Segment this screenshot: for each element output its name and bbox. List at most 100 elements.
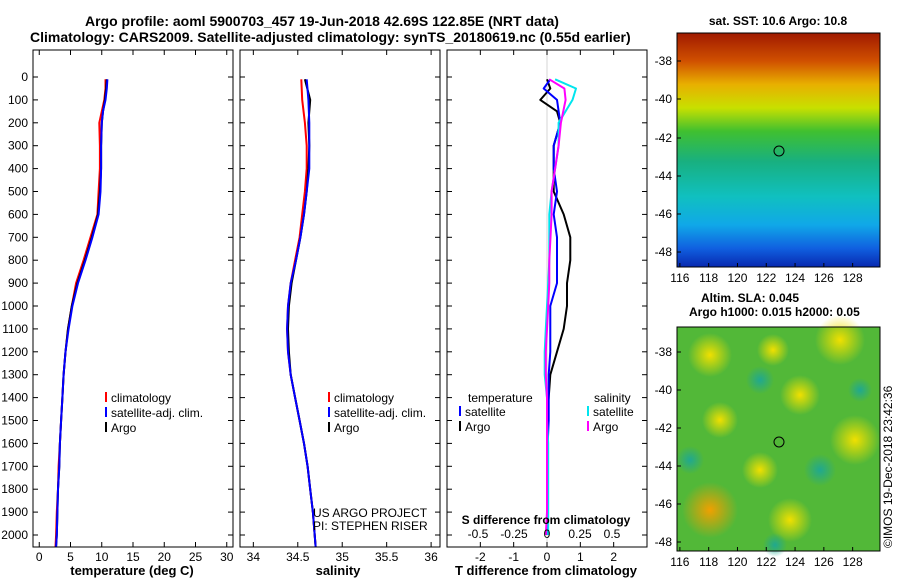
map-x-tick-label: 128 bbox=[843, 271, 863, 285]
temp-legend-label: satellite-adj. clim. bbox=[111, 406, 203, 420]
s-tick-label: -0.5 bbox=[468, 527, 489, 541]
diff-legend-heading: salinity bbox=[594, 391, 631, 405]
x-tick-label: 0 bbox=[36, 550, 43, 564]
sla-anomaly-blob bbox=[768, 498, 812, 542]
sla-anomaly-blob bbox=[757, 334, 789, 366]
sst-map bbox=[676, 32, 881, 268]
s-tick-label: 0.5 bbox=[604, 527, 621, 541]
map-y-tick-label: -44 bbox=[655, 169, 673, 183]
depth-tick-label: 1200 bbox=[1, 345, 28, 359]
depth-tick-label: 1000 bbox=[1, 299, 28, 313]
depth-tick-label: 600 bbox=[8, 207, 28, 221]
map-y-tick-label: -46 bbox=[655, 207, 673, 221]
diff-temp-legend-label: satellite bbox=[465, 405, 506, 419]
map-x-tick-label: 120 bbox=[727, 271, 747, 285]
sla-anomaly-blob bbox=[815, 315, 865, 365]
x-tick-label: 15 bbox=[126, 550, 140, 564]
x-tick-label: 20 bbox=[158, 550, 172, 564]
x-tick-label: 2 bbox=[610, 550, 617, 564]
x-tick-label: -1 bbox=[508, 550, 519, 564]
temp-satellite-line bbox=[55, 79, 109, 547]
x-tick-label: 25 bbox=[189, 550, 203, 564]
title-line-1: Argo profile: aoml 5900703_457 19-Jun-20… bbox=[85, 13, 559, 29]
depth-tick-label: 1300 bbox=[1, 368, 28, 382]
s-tick-label: 0 bbox=[544, 527, 551, 541]
x-tick-label: 34 bbox=[247, 550, 261, 564]
map-y-tick-label: -44 bbox=[655, 459, 673, 473]
sla-anomaly-blob bbox=[763, 533, 787, 557]
map-x-tick-label: 122 bbox=[756, 555, 776, 569]
map-y-tick-label: -38 bbox=[655, 345, 673, 359]
sla-map bbox=[676, 315, 881, 557]
sla-anomaly-blob bbox=[682, 482, 738, 538]
depth-tick-label: 500 bbox=[8, 185, 28, 199]
map-x-tick-label: 126 bbox=[814, 271, 834, 285]
depth-tick-label: 1700 bbox=[1, 459, 28, 473]
map-x-tick-label: 128 bbox=[843, 555, 863, 569]
diff-legend-heading: temperature bbox=[468, 391, 533, 405]
sla-anomaly-blob bbox=[688, 333, 732, 377]
sla-anomaly-blob bbox=[702, 402, 738, 438]
x-tick-label: 35.5 bbox=[375, 550, 399, 564]
sal-legend-label: climatology bbox=[334, 391, 394, 405]
diff-axis-label: T difference from climatology bbox=[455, 563, 638, 578]
x-tick-label: 0 bbox=[544, 550, 551, 564]
map-y-tick-label: -48 bbox=[655, 535, 673, 549]
depth-tick-label: 200 bbox=[8, 116, 28, 130]
map-y-tick-label: -42 bbox=[655, 421, 673, 435]
depth-tick-label: 400 bbox=[8, 162, 28, 176]
depth-tick-label: 1500 bbox=[1, 414, 28, 428]
depth-tick-label: 2000 bbox=[1, 528, 28, 542]
sla-title-line-2: Argo h1000: 0.015 h2000: 0.05 bbox=[689, 305, 860, 319]
x-tick-label: 1 bbox=[577, 550, 584, 564]
difference-panel bbox=[446, 49, 648, 548]
diff-sal-legend-label: satellite bbox=[593, 405, 634, 419]
depth-tick-label: 1800 bbox=[1, 482, 28, 496]
s-diff-title: S difference from climatology bbox=[462, 513, 631, 527]
map-x-tick-label: 124 bbox=[785, 555, 805, 569]
sla-anomaly-blob bbox=[676, 446, 704, 474]
x-tick-label: 35 bbox=[336, 550, 350, 564]
project-note: US ARGO PROJECT bbox=[313, 506, 428, 520]
depth-tick-label: 0 bbox=[21, 70, 28, 84]
salinity-panel bbox=[239, 49, 441, 548]
sla-anomaly-blob bbox=[780, 375, 820, 415]
depth-tick-label: 100 bbox=[8, 93, 28, 107]
x-tick-label: 34.5 bbox=[286, 550, 310, 564]
map-x-tick-label: 122 bbox=[756, 271, 776, 285]
map-x-tick-label: 124 bbox=[785, 271, 805, 285]
map-x-tick-label: 116 bbox=[670, 555, 689, 569]
argo-location-marker bbox=[773, 436, 785, 448]
map-y-tick-label: -48 bbox=[655, 245, 673, 259]
x-tick-label: 5 bbox=[67, 550, 74, 564]
depth-tick-label: 700 bbox=[8, 230, 28, 244]
map-x-tick-label: 118 bbox=[699, 555, 718, 569]
sla-anomaly-blob bbox=[742, 452, 778, 488]
title-line-2: Climatology: CARS2009. Satellite-adjuste… bbox=[30, 29, 631, 45]
map-y-tick-label: -40 bbox=[655, 383, 673, 397]
x-tick-label: 10 bbox=[95, 550, 109, 564]
depth-tick-label: 1600 bbox=[1, 436, 28, 450]
diff-sal-argo-line bbox=[544, 78, 567, 536]
depth-tick-label: 800 bbox=[8, 253, 28, 267]
sla-title-line-1: Altim. SLA: 0.045 bbox=[701, 291, 799, 305]
map-x-tick-label: 120 bbox=[727, 555, 747, 569]
diff-sal-legend-label: Argo bbox=[593, 420, 619, 434]
x-tick-label: 30 bbox=[220, 550, 234, 564]
depth-tick-label: 1900 bbox=[1, 505, 28, 519]
map-y-tick-label: -42 bbox=[655, 131, 673, 145]
temperature-panel bbox=[32, 49, 234, 548]
sla-anomaly-blob bbox=[804, 454, 836, 486]
depth-tick-label: 1400 bbox=[1, 391, 28, 405]
temp-axis-label: temperature (deg C) bbox=[70, 563, 194, 578]
sal-satellite-line bbox=[286, 79, 317, 547]
sst-map-title: sat. SST: 10.6 Argo: 10.8 bbox=[709, 14, 848, 28]
imos-stamp: ©IMOS 19-Dec-2018 23:42:36 bbox=[881, 385, 895, 548]
depth-tick-label: 300 bbox=[8, 139, 28, 153]
sla-anomaly-blob bbox=[848, 378, 872, 402]
sal-axis-label: salinity bbox=[316, 563, 362, 578]
sst-field bbox=[677, 33, 880, 267]
sla-anomaly-blob bbox=[746, 366, 774, 394]
temp-legend-label: Argo bbox=[111, 421, 137, 435]
